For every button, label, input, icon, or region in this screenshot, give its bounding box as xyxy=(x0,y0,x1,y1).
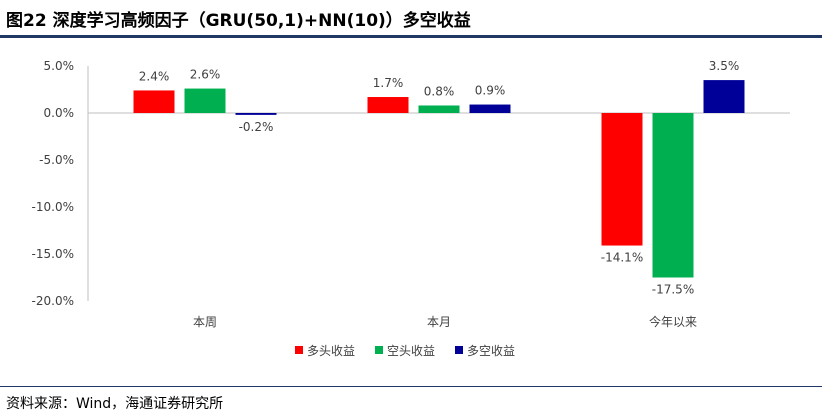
y-axis: 5.0% 0.0% -5.0% -10.0% -15.0% -20.0% xyxy=(32,59,89,308)
legend-label: 多头收益 xyxy=(307,344,355,358)
data-label: 3.5% xyxy=(709,59,740,73)
bar xyxy=(652,113,694,278)
legend-swatch xyxy=(455,346,463,354)
source-note: 资料来源：Wind，海通证券研究所 xyxy=(6,393,223,413)
bar xyxy=(601,113,643,246)
bar xyxy=(235,113,277,115)
bar xyxy=(703,80,745,113)
source-divider xyxy=(0,386,822,387)
bar xyxy=(418,105,460,113)
y-tick-label: -15.0% xyxy=(32,247,74,261)
data-labels: 2.4% 2.6% -0.2% 1.7% 0.8% 0.9% -14.1% -17.5% 3.5… xyxy=(139,59,740,296)
y-tick-label: -10.0% xyxy=(32,200,74,214)
bars xyxy=(133,80,745,278)
y-tick-label: 5.0% xyxy=(44,59,75,73)
data-label: -17.5% xyxy=(652,283,694,297)
x-tick-label: 今年以来 xyxy=(649,314,697,329)
bar xyxy=(367,97,409,113)
data-label: 2.4% xyxy=(139,69,170,83)
bar-chart: 5.0% 0.0% -5.0% -10.0% -15.0% -20.0% 本周 本月 今年以来… xyxy=(32,59,790,358)
x-tick-label: 本周 xyxy=(193,315,217,329)
data-label: -0.2% xyxy=(239,120,274,134)
bar xyxy=(469,104,511,113)
figure-title: 图22 深度学习高频因子（GRU(50,1)+NN(10)）多空收益 xyxy=(6,11,471,31)
legend-label: 多空收益 xyxy=(467,344,515,358)
legend-label: 空头收益 xyxy=(387,344,435,358)
bar xyxy=(184,88,226,113)
y-tick-label: -20.0% xyxy=(32,294,74,308)
title-divider xyxy=(0,35,822,38)
source-text: Wind，海通证券研究所 xyxy=(76,396,224,412)
bar xyxy=(133,90,175,113)
legend-swatch xyxy=(375,346,383,354)
y-tick-label: 0.0% xyxy=(44,106,75,120)
data-label: 0.8% xyxy=(424,84,455,98)
source-label: 资料来源： xyxy=(6,396,76,412)
data-label: 0.9% xyxy=(475,84,506,98)
data-label: 1.7% xyxy=(373,76,404,90)
x-tick-label: 本月 xyxy=(427,315,451,329)
legend: 多头收益 空头收益 多空收益 xyxy=(295,344,515,358)
legend-swatch xyxy=(295,346,303,354)
data-label: -14.1% xyxy=(601,251,643,265)
data-label: 2.6% xyxy=(190,68,221,82)
y-tick-label: -5.0% xyxy=(39,153,74,167)
